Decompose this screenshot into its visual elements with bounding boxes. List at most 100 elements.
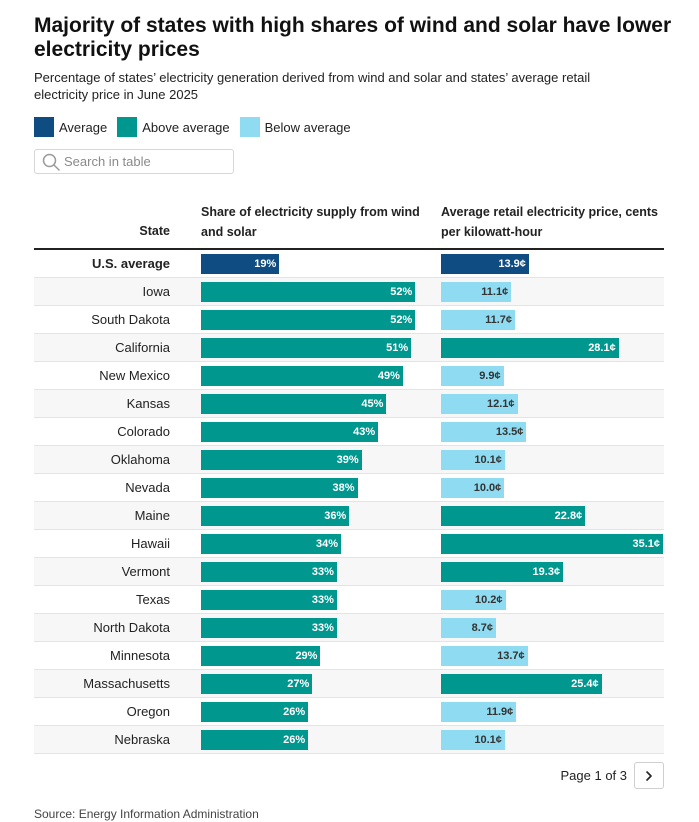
chevron-right-icon [646,770,652,781]
share-bar: 52% [201,282,416,302]
price-bar: 8.7¢ [441,618,497,638]
row-divider [34,529,664,530]
share-bar: 33% [201,618,337,638]
share-value-label: 26% [283,706,306,718]
state-name: Iowa [142,284,170,299]
table-row: Minnesota 29% 13.7¢ [34,642,664,670]
share-value-label: 38% [332,482,355,494]
share-value-label: 29% [295,650,318,662]
legend-item-above-average: Above average [117,117,230,137]
state-name: California [115,340,170,355]
share-value-label: 34% [316,538,339,550]
state-name: Texas [136,592,170,607]
price-value-label: 10.1¢ [474,454,502,466]
price-bar: 13.5¢ [441,422,527,442]
price-value-label: 9.9¢ [479,370,501,382]
row-divider [34,585,664,586]
legend-swatch-average [34,117,54,137]
row-divider [34,389,664,390]
share-bar: 33% [201,590,337,610]
pagination: Page 1 of 3 [540,762,664,789]
row-divider [34,473,664,474]
share-value-label: 26% [283,734,306,746]
table-row: Colorado 43% 13.5¢ [34,418,664,446]
price-value-label: 11.7¢ [485,314,512,326]
price-bar: 10.1¢ [441,730,505,750]
share-bar: 49% [201,366,403,386]
search-icon [42,153,60,171]
price-value-label: 8.7¢ [471,622,494,634]
chart-title: Majority of states with high shares of w… [34,14,672,61]
share-value-label: 33% [311,594,334,606]
row-divider [34,641,664,642]
price-bar: 13.7¢ [441,646,528,666]
next-page-button[interactable] [634,762,664,789]
table-row: Iowa 52% 11.1¢ [34,278,664,306]
price-value-label: 10.2¢ [474,594,503,606]
state-name: New Mexico [99,368,170,383]
share-bar: 26% [201,702,309,722]
state-name: Massachusetts [83,676,170,691]
price-bar: 25.4¢ [441,674,602,694]
price-value-label: 19.3¢ [532,566,561,578]
row-divider [34,417,664,418]
legend-label-below-average: Below average [264,119,351,135]
share-value-label: 19% [254,258,277,270]
row-divider [34,305,664,306]
table-row: Oklahoma 39% 10.1¢ [34,446,664,474]
legend-label-average: Average [59,119,108,135]
column-header-share[interactable]: Share of electricity supply from wind an… [201,205,420,239]
price-bar: 19.3¢ [441,562,564,582]
table-row: North Dakota 33% 8.7¢ [34,614,664,642]
source-note: Source: Energy Information Administratio… [34,807,259,821]
price-value-label: 13.5¢ [495,426,524,438]
price-bar: 10.2¢ [441,590,506,610]
price-bar: 11.9¢ [441,702,517,722]
share-bar: 38% [201,478,358,498]
page-indicator: Page 1 of 3 [560,768,628,783]
price-value-label: 13.9¢ [498,258,526,270]
state-name: Hawaii [130,536,170,551]
row-divider [34,333,664,334]
price-bar: 10.1¢ [441,450,505,470]
search-input[interactable] [62,154,224,169]
state-name: Oklahoma [110,452,170,467]
price-value-label: 12.1¢ [486,398,515,410]
header-divider [34,248,664,250]
share-bar: 39% [201,450,362,470]
chart-subtitle: Percentage of states’ electricity genera… [34,70,591,102]
table-row: Texas 33% 10.2¢ [34,586,664,614]
price-value-label: 22.8¢ [554,510,583,522]
price-bar: 9.9¢ [441,366,504,386]
price-bar: 22.8¢ [441,506,586,526]
table-row: New Mexico 49% 9.9¢ [34,362,664,390]
row-divider [34,669,664,670]
state-name: Maine [134,508,170,523]
table-row: Massachusetts 27% 25.4¢ [34,670,664,698]
row-divider [34,725,664,726]
share-value-label: 33% [311,622,334,634]
share-bar: 36% [201,506,350,526]
share-value-label: 52% [390,286,413,298]
price-bar: 12.1¢ [441,394,518,414]
share-value-label: 39% [336,454,359,466]
price-value-label: 25.4¢ [571,678,599,690]
legend-item-below-average: Below average [239,117,351,137]
column-header-state[interactable]: State [139,224,170,238]
price-bar: 13.9¢ [441,254,529,274]
row-divider [34,557,664,558]
share-bar: 52% [201,310,416,330]
table-row: Nevada 38% 10.0¢ [34,474,664,502]
table-row: Kansas 45% 12.1¢ [34,390,664,418]
share-value-label: 49% [377,370,400,382]
table-row: Maine 36% 22.8¢ [34,502,664,530]
column-header-price[interactable]: Average retail electricity price, cents … [441,205,659,239]
price-bar: 11.1¢ [441,282,512,302]
price-bar: 35.1¢ [441,534,663,554]
row-divider [34,277,664,278]
state-name: Nebraska [114,732,170,747]
legend-label-above-average: Above average [142,119,230,135]
search-box[interactable] [34,149,234,174]
row-divider [34,501,664,502]
share-value-label: 36% [324,510,347,522]
